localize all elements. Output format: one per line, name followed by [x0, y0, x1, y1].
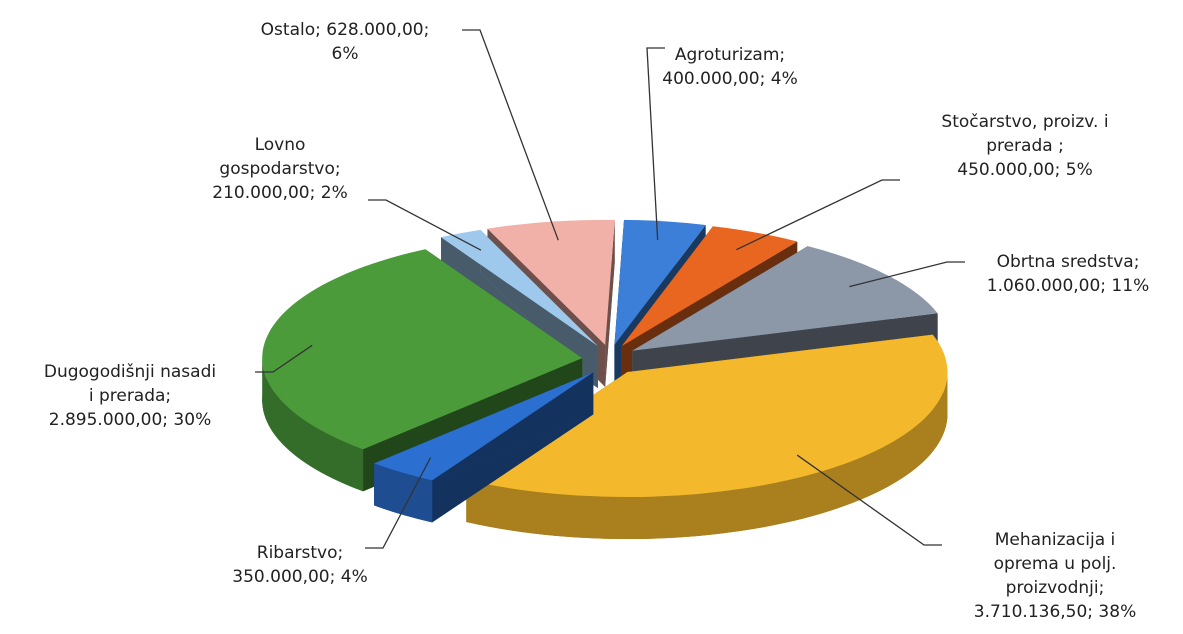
slice-side: [262, 358, 364, 492]
data-label: Stočarstvo, proizv. i: [941, 112, 1108, 132]
data-label: oprema u polj.: [994, 554, 1117, 574]
data-label: Ostalo; 628.000,00;: [261, 20, 430, 40]
leader-line: [646, 47, 665, 240]
slice-side-shade: [262, 358, 364, 492]
data-label: Mehanizacija i: [995, 530, 1116, 550]
slice: [487, 219, 615, 345]
slice: [466, 334, 948, 498]
slice: [621, 226, 798, 347]
leader-line: [365, 457, 432, 549]
data-label: 450.000,00; 5%: [957, 160, 1092, 180]
leader-line: [368, 199, 482, 251]
slice: [441, 229, 598, 347]
data-label: Lovno: [255, 135, 306, 155]
data-label: 1.060.000,00; 11%: [987, 276, 1149, 296]
leader-line: [255, 344, 313, 373]
slice: [632, 246, 938, 351]
data-label: 6%: [332, 44, 359, 64]
data-label: 350.000,00; 4%: [232, 567, 367, 587]
data-label: proizvodnji;: [1006, 578, 1105, 598]
data-label: 2.895.000,00; 30%: [49, 410, 211, 430]
data-label: Agroturizam;: [675, 45, 785, 65]
slice-side-shade: [466, 372, 948, 540]
data-label: i prerada;: [89, 386, 171, 406]
slice-wall-shade: [605, 219, 615, 387]
slice: [262, 249, 583, 450]
leader-line: [462, 29, 559, 241]
data-label: Ribarstvo;: [257, 543, 343, 563]
slice: [614, 219, 706, 345]
data-label: Obrtna sredstva;: [997, 252, 1140, 272]
data-label: prerada ;: [986, 136, 1064, 156]
slice-side: [374, 463, 433, 523]
leader-line: [796, 454, 942, 546]
slice-side: [466, 372, 948, 540]
leader-line: [736, 179, 900, 251]
data-label: 3.710.136,50; 38%: [974, 602, 1136, 622]
data-label: Dugogodišnji nasadi: [44, 362, 216, 382]
data-label: gospodarstvo;: [219, 159, 340, 179]
slice: [374, 372, 594, 481]
data-label: 210.000,00; 2%: [212, 183, 347, 203]
slice-side-shade: [374, 463, 433, 523]
leader-line: [849, 261, 965, 288]
data-label: 400.000,00; 4%: [662, 69, 797, 89]
